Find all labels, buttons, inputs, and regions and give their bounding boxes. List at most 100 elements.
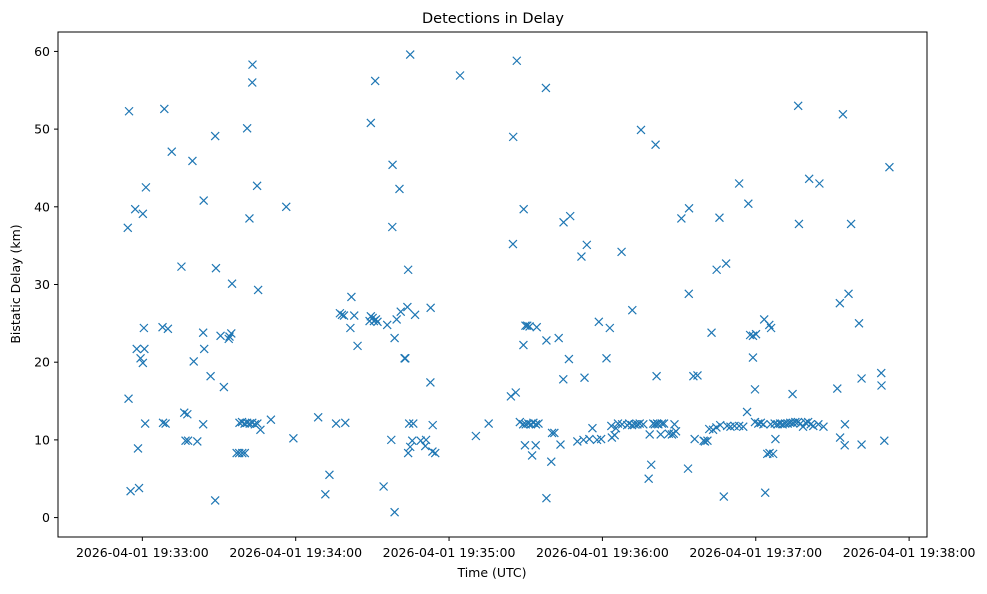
data-point-marker (161, 419, 171, 428)
data-point-marker (382, 320, 392, 330)
data-point-marker (857, 374, 866, 383)
data-point-marker (532, 322, 542, 332)
data-point-marker (651, 140, 660, 150)
data-point-marker (808, 421, 818, 431)
data-point-marker (519, 204, 529, 214)
data-point-marker (671, 426, 681, 436)
y-tick-label: 60 (34, 44, 50, 59)
data-point-marker (138, 209, 148, 219)
data-point-marker (240, 448, 250, 458)
data-point-marker (402, 302, 412, 312)
y-tick-label: 50 (34, 122, 50, 137)
x-tick-label: 2026-04-01 19:33:00 (76, 545, 209, 560)
data-point-marker (224, 334, 234, 344)
data-point-marker (703, 436, 712, 446)
data-point-marker (141, 182, 151, 192)
data-point-marker (345, 323, 355, 333)
data-point-marker (227, 279, 237, 289)
data-point-marker (684, 203, 694, 213)
data-point-marker (876, 368, 886, 378)
data-point-marker (676, 214, 686, 223)
data-point-marker (198, 328, 208, 338)
data-point-marker (183, 436, 193, 446)
data-point-marker (712, 265, 722, 275)
data-point-marker (580, 373, 589, 383)
data-point-marker (565, 211, 575, 221)
data-point-marker (400, 353, 410, 363)
data-point-marker (806, 419, 816, 429)
data-point-marker (410, 310, 420, 320)
data-point-marker (743, 199, 753, 209)
data-point-marker (167, 147, 177, 157)
data-point-marker (765, 448, 774, 458)
data-point-marker (177, 262, 186, 272)
data-point-marker (684, 289, 694, 299)
data-point-marker (199, 196, 209, 206)
data-point-marker (854, 318, 864, 328)
data-point-marker (325, 470, 334, 480)
data-point-marker (646, 460, 656, 470)
data-point-marker (210, 496, 220, 505)
data-point-marker (404, 419, 414, 428)
data-point-marker (405, 442, 415, 452)
data-point-marker (542, 336, 551, 345)
data-point-marker (801, 418, 811, 428)
data-point-marker (455, 71, 465, 80)
data-point-marker (667, 430, 677, 439)
data-point-marker (525, 322, 534, 331)
data-point-marker (370, 76, 380, 86)
data-point-marker (771, 434, 780, 444)
data-point-marker (189, 356, 199, 366)
data-point-marker (617, 247, 626, 257)
data-point-marker (407, 436, 417, 446)
data-point-marker (638, 419, 648, 429)
data-point-marker (768, 449, 778, 459)
data-point-marker (531, 419, 541, 429)
data-point-marker (349, 311, 359, 321)
data-point-marker (123, 223, 133, 233)
data-point-marker (426, 303, 436, 313)
data-point-marker (606, 421, 616, 431)
data-point-marker (198, 419, 208, 429)
data-point-marker (139, 323, 149, 333)
data-point-marker (794, 219, 804, 229)
data-point-marker (388, 160, 397, 170)
data-point-marker (547, 428, 557, 438)
data-point-marker (556, 440, 565, 449)
axis-ticks: 2026-04-01 19:33:00 2026-04-01 19:34:00 20… (34, 44, 975, 560)
data-point-marker (405, 50, 415, 59)
data-point-marker (134, 483, 144, 493)
data-point-marker (353, 341, 362, 351)
data-point-marker (245, 214, 254, 223)
data-point-marker (549, 428, 559, 438)
data-point-marker (337, 310, 347, 320)
data-point-marker (582, 240, 592, 250)
data-point-marker (542, 493, 551, 503)
data-point-marker (130, 204, 140, 214)
data-point-marker (596, 434, 606, 444)
data-point-marker (758, 419, 768, 429)
data-point-marker (531, 440, 541, 450)
data-point-marker (519, 340, 528, 350)
data-point-marker (722, 421, 732, 431)
data-point-marker (738, 422, 748, 432)
data-point-marker (252, 181, 262, 191)
data-point-marker (124, 394, 133, 404)
data-point-marker (425, 377, 435, 387)
data-point-marker (159, 104, 169, 114)
data-point-marker (527, 450, 537, 460)
data-point-marker (373, 317, 382, 327)
data-point-marker (288, 433, 298, 443)
data-point-marker (657, 419, 667, 428)
data-point-marker (645, 430, 655, 439)
data-point-marker (256, 425, 265, 435)
data-point-marker (577, 252, 586, 261)
data-point-marker (420, 441, 430, 451)
data-point-marker (506, 391, 516, 401)
data-point-marker (584, 434, 594, 444)
data-point-marker (838, 109, 848, 119)
data-point-marker (430, 448, 440, 458)
